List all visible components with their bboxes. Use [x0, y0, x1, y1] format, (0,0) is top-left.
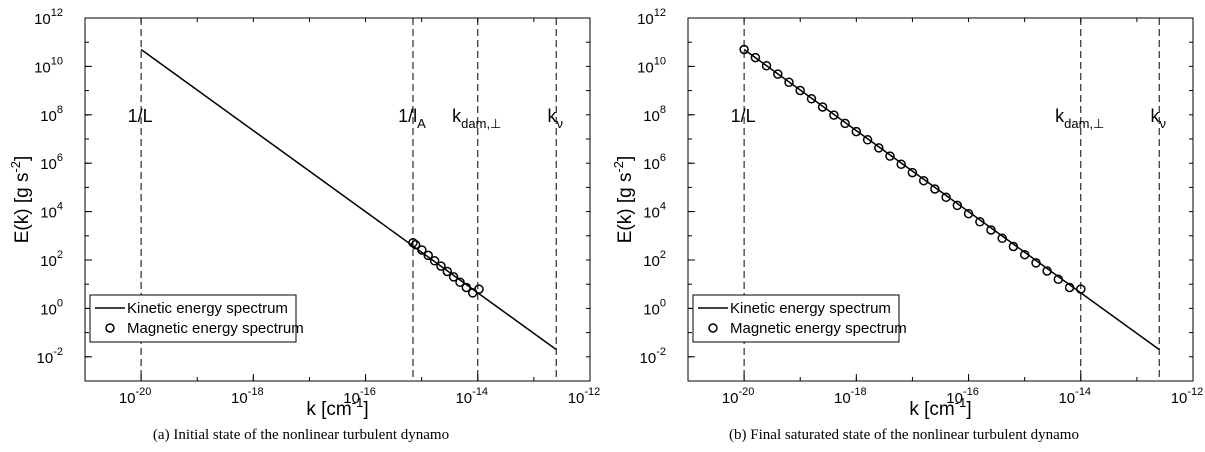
kinetic-spectrum-line — [140, 48, 557, 351]
plot-area-frame — [687, 17, 1194, 382]
magnetic-spectrum-point — [455, 277, 465, 287]
y-tick-label: 1010 — [34, 55, 63, 76]
y-tick-label: 1010 — [637, 55, 666, 76]
chart-b: 10-20 10-18 10-16 10-14 10-12 10-2 100 102 104 10… — [611, 7, 1204, 420]
x-tick-label: 10-16 — [343, 386, 376, 407]
magnetic-spectrum-point — [952, 200, 963, 211]
x-tick-label: 10-20 — [119, 386, 152, 407]
magnetic-spectrum-point — [986, 225, 996, 235]
magnetic-spectrum-point — [1031, 258, 1041, 268]
magnetic-spectrum-point — [840, 118, 850, 129]
magnetic-spectrum-point — [436, 261, 446, 271]
vline-label: 1/L — [731, 106, 756, 126]
magnetic-spectrum-point — [1019, 249, 1030, 260]
vline-label: 1/lA — [398, 106, 426, 131]
x-axis-label: k [cm-1] — [306, 395, 368, 420]
magnetic-spectrum-point — [918, 175, 929, 186]
x-tick-label: 10-12 — [1171, 386, 1204, 407]
magnetic-spectrum-point — [874, 143, 884, 153]
magnetic-spectrum-point — [461, 282, 472, 293]
magnetic-spectrum-point — [806, 94, 817, 104]
legend-box — [692, 294, 900, 343]
magnetic-spectrum-point — [1042, 266, 1052, 276]
magnetic-spectrum-point — [795, 85, 805, 96]
x-tick-label: 10-16 — [946, 386, 979, 407]
y-tick-label: 102 — [40, 249, 63, 270]
vline-label: 1/L — [128, 106, 153, 126]
kinetic-spectrum-line — [743, 48, 1160, 351]
magnetic-spectrum-point — [930, 184, 940, 194]
panel-b: 10-20 10-18 10-16 10-14 10-12 10-2 100 102 104 10… — [603, 0, 1205, 452]
x-tick-label: 10-14 — [455, 386, 488, 407]
y-tick-label: 106 — [40, 152, 63, 173]
magnetic-spectrum-point — [1064, 282, 1075, 293]
magnetic-spectrum-point — [975, 217, 985, 227]
y-tick-label: 102 — [643, 249, 666, 270]
magnetic-spectrum-point — [1008, 241, 1019, 252]
magnetic-spectrum-point — [862, 135, 873, 145]
magnetic-spectrum-point — [907, 167, 918, 178]
legend-box — [89, 294, 297, 343]
magnetic-spectrum-point — [963, 208, 974, 219]
magnetic-spectrum-point — [1053, 274, 1064, 285]
magnetic-spectrum-point — [429, 256, 440, 266]
magnetic-spectrum-point — [448, 272, 459, 282]
magnetic-spectrum-point — [442, 266, 453, 277]
vline-label: kν — [547, 106, 563, 131]
magnetic-spectrum-point — [896, 159, 906, 170]
vline-label: kν — [1150, 106, 1166, 131]
magnetic-spectrum-point — [423, 250, 433, 261]
y-tick-label: 10-2 — [640, 346, 666, 367]
magnetic-spectrum-point — [784, 77, 794, 88]
magnetic-spectrum-point — [761, 61, 772, 71]
y-axis-label: E(k) [g s-2] — [611, 156, 636, 244]
y-tick-label: 104 — [40, 201, 63, 222]
panel-a: 10-20 10-18 10-16 10-14 10-12 10-2 100 102 104 10… — [0, 0, 602, 452]
legend-circle-swatch — [708, 323, 718, 333]
y-tick-label: 1012 — [637, 7, 666, 28]
legend-label-kinetic: Kinetic energy spectrum — [730, 300, 891, 317]
vline-label: kdam,⊥ — [1055, 106, 1104, 131]
y-tick-label: 1012 — [34, 7, 63, 28]
magnetic-spectrum-point — [773, 69, 783, 79]
magnetic-spectrum-point — [750, 52, 761, 63]
magnetic-spectrum-point — [739, 44, 749, 55]
legend-circle-swatch — [105, 323, 115, 333]
magnetic-spectrum-point — [829, 110, 839, 120]
magnetic-spectrum-point — [817, 102, 828, 112]
x-axis-label: k [cm-1] — [909, 395, 971, 420]
y-tick-label: 106 — [643, 152, 666, 173]
plot-area-frame — [84, 17, 591, 382]
y-tick-label: 10-2 — [37, 346, 63, 367]
magnetic-spectrum-point — [1076, 284, 1086, 294]
y-axis-label: E(k) [g s-2] — [8, 156, 33, 244]
y-tick-label: 108 — [40, 104, 63, 125]
y-tick-label: 100 — [40, 297, 63, 318]
magnetic-spectrum-point — [474, 284, 484, 294]
legend-label-magnetic: Magnetic energy spectrum — [730, 320, 907, 337]
magnetic-spectrum-point — [851, 126, 862, 137]
magnetic-spectrum-point — [417, 245, 427, 255]
caption-b: (b) Final saturated state of the nonline… — [729, 427, 1079, 443]
magnetic-spectrum-point — [408, 237, 418, 248]
x-tick-label: 10-18 — [231, 386, 264, 407]
legend-label-magnetic: Magnetic energy spectrum — [127, 320, 304, 337]
x-tick-label: 10-20 — [722, 386, 755, 407]
y-tick-label: 104 — [643, 201, 666, 222]
legend-label-kinetic: Kinetic energy spectrum — [127, 300, 288, 317]
magnetic-spectrum-point — [410, 239, 421, 250]
vline-label: kdam,⊥ — [452, 106, 501, 131]
magnetic-spectrum-point — [997, 233, 1007, 244]
x-tick-label: 10-12 — [568, 386, 601, 407]
y-tick-label: 100 — [643, 297, 666, 318]
magnetic-spectrum-point — [941, 192, 951, 203]
x-tick-label: 10-18 — [834, 386, 867, 407]
magnetic-spectrum-point — [885, 151, 895, 161]
y-tick-label: 108 — [643, 104, 666, 125]
caption-a: (a) Initial state of the nonlinear turbu… — [152, 427, 450, 443]
chart-a: 10-20 10-18 10-16 10-14 10-12 10-2 100 102 104 10… — [8, 7, 601, 420]
x-tick-label: 10-14 — [1058, 386, 1091, 407]
